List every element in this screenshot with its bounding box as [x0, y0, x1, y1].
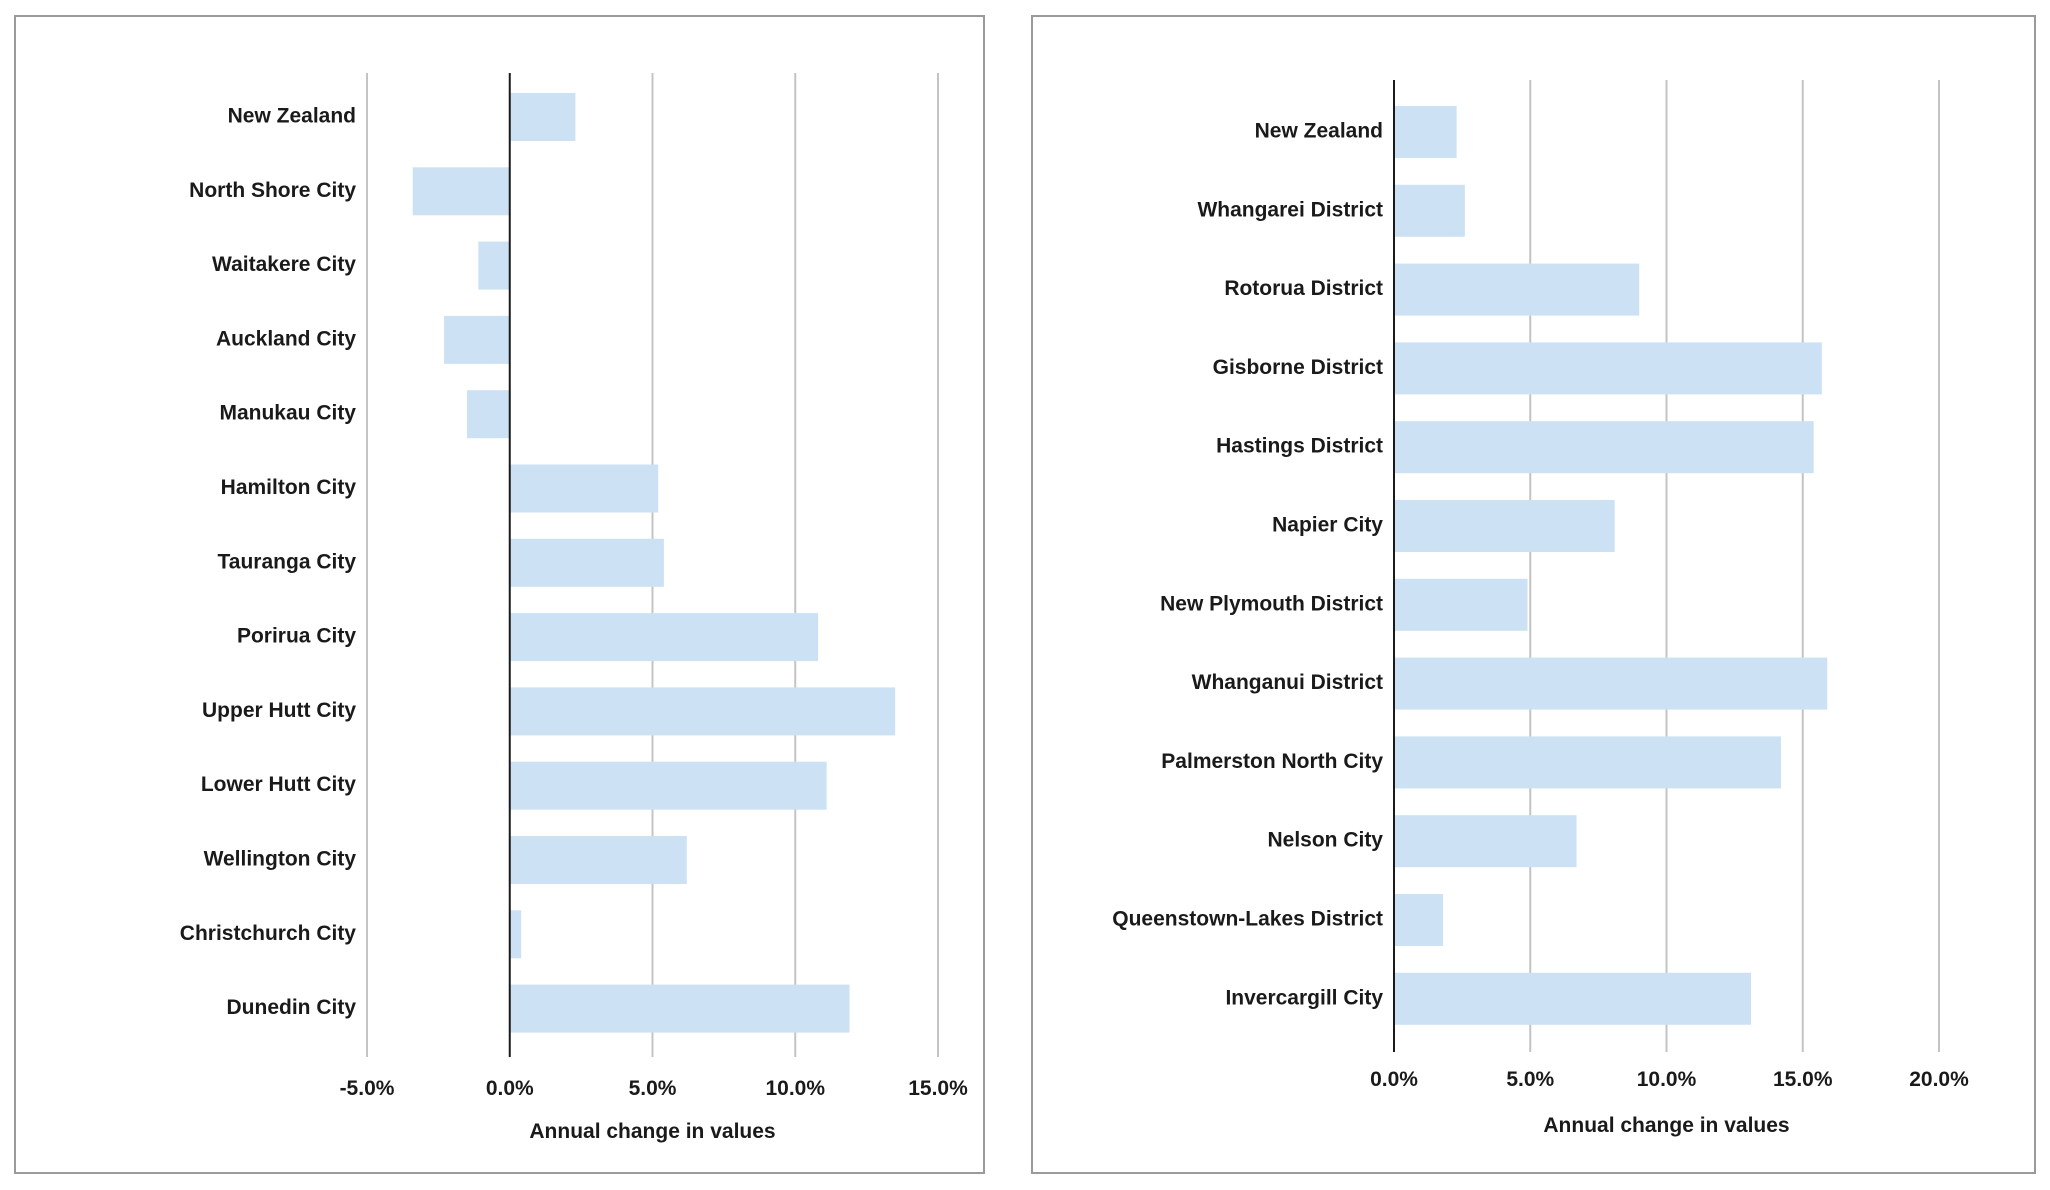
left-category-label-9: Lower Hutt City	[201, 773, 356, 796]
right-bar-11	[1394, 972, 1751, 1025]
chart-panel-left: New Zealand North Shore City Waitakere Cit…	[14, 15, 985, 1174]
left-bar-3	[444, 315, 510, 364]
right-tick-label-3: 15.0%	[1773, 1068, 1833, 1091]
left-category-label-2: Waitakere City	[212, 253, 356, 276]
right-category-label-4: Hastings District	[1216, 435, 1383, 458]
left-bar-4	[466, 390, 510, 439]
left-category-label-1: North Shore City	[189, 179, 356, 202]
right-category-label-1: Whangarei District	[1197, 198, 1383, 221]
right-bar-10	[1394, 894, 1444, 946]
left-category-label-3: Auckland City	[216, 327, 356, 350]
left-category-label-8: Upper Hutt City	[202, 699, 356, 722]
left-category-label-12: Dunedin City	[227, 996, 357, 1019]
left-bar-11	[509, 910, 522, 959]
left-bar-12	[509, 984, 850, 1033]
right-bar-1	[1394, 184, 1465, 237]
left-x-axis-title: Annual change in values	[529, 1120, 775, 1143]
left-bar-1	[412, 167, 510, 216]
left-tick-label-1: 0.0%	[486, 1077, 534, 1100]
left-tick-label-4: 15.0%	[908, 1077, 968, 1100]
right-tick-label-0: 0.0%	[1370, 1068, 1418, 1091]
right-bar-4	[1394, 421, 1814, 474]
left-category-label-5: Hamilton City	[221, 476, 357, 499]
right-tick-label-2: 10.0%	[1637, 1068, 1697, 1091]
left-tick-label-3: 10.0%	[765, 1077, 825, 1100]
right-category-label-0: New Zealand	[1255, 120, 1383, 143]
right-bar-6	[1394, 578, 1528, 631]
right-bar-0	[1394, 106, 1457, 158]
right-bar-7	[1394, 657, 1828, 710]
right-category-label-6: New Plymouth District	[1160, 592, 1383, 615]
right-category-label-11: Invercargill City	[1225, 986, 1383, 1009]
left-category-label-0: New Zealand	[228, 105, 356, 128]
left-category-label-10: Wellington City	[204, 848, 357, 871]
left-tick-label-2: 5.0%	[629, 1077, 677, 1100]
right-bar-8	[1394, 736, 1781, 789]
left-category-label-6: Tauranga City	[218, 550, 357, 573]
left-bar-2	[478, 241, 510, 290]
right-category-label-9: Nelson City	[1267, 829, 1383, 852]
left-bar-6	[509, 538, 664, 587]
right-category-label-3: Gisborne District	[1213, 356, 1383, 379]
chart-panel-right: New Zealand Whangarei District Rotorua Dis…	[1031, 15, 2036, 1174]
left-category-label-4: Manukau City	[219, 402, 356, 425]
left-bar-9	[509, 761, 827, 810]
right-category-label-5: Napier City	[1272, 514, 1383, 537]
right-bar-9	[1394, 815, 1577, 868]
left-tick-label-0: -5.0%	[340, 1077, 395, 1100]
left-bar-5	[509, 464, 659, 513]
right-tick-label-1: 5.0%	[1506, 1068, 1554, 1091]
left-bar-8	[509, 687, 896, 736]
right-category-label-7: Whanganui District	[1192, 671, 1383, 694]
left-bar-7	[509, 613, 819, 662]
right-category-label-10: Queenstown-Lakes District	[1112, 908, 1383, 931]
left-category-label-11: Christchurch City	[180, 922, 357, 945]
left-category-label-7: Porirua City	[237, 625, 356, 648]
right-category-label-8: Palmerston North City	[1161, 750, 1383, 773]
chart-left-svg: New Zealand North Shore City Waitakere Cit…	[180, 73, 968, 1143]
right-bar-5	[1394, 500, 1615, 552]
right-category-label-2: Rotorua District	[1224, 277, 1383, 300]
left-bar-10	[509, 836, 687, 884]
left-bar-0	[509, 93, 576, 141]
right-x-axis-title: Annual change in values	[1543, 1114, 1789, 1137]
chart-right-svg: New Zealand Whangarei District Rotorua Dis…	[1112, 80, 1969, 1137]
right-bar-3	[1394, 342, 1822, 395]
right-bar-2	[1394, 263, 1640, 316]
right-tick-label-4: 20.0%	[1909, 1068, 1969, 1091]
